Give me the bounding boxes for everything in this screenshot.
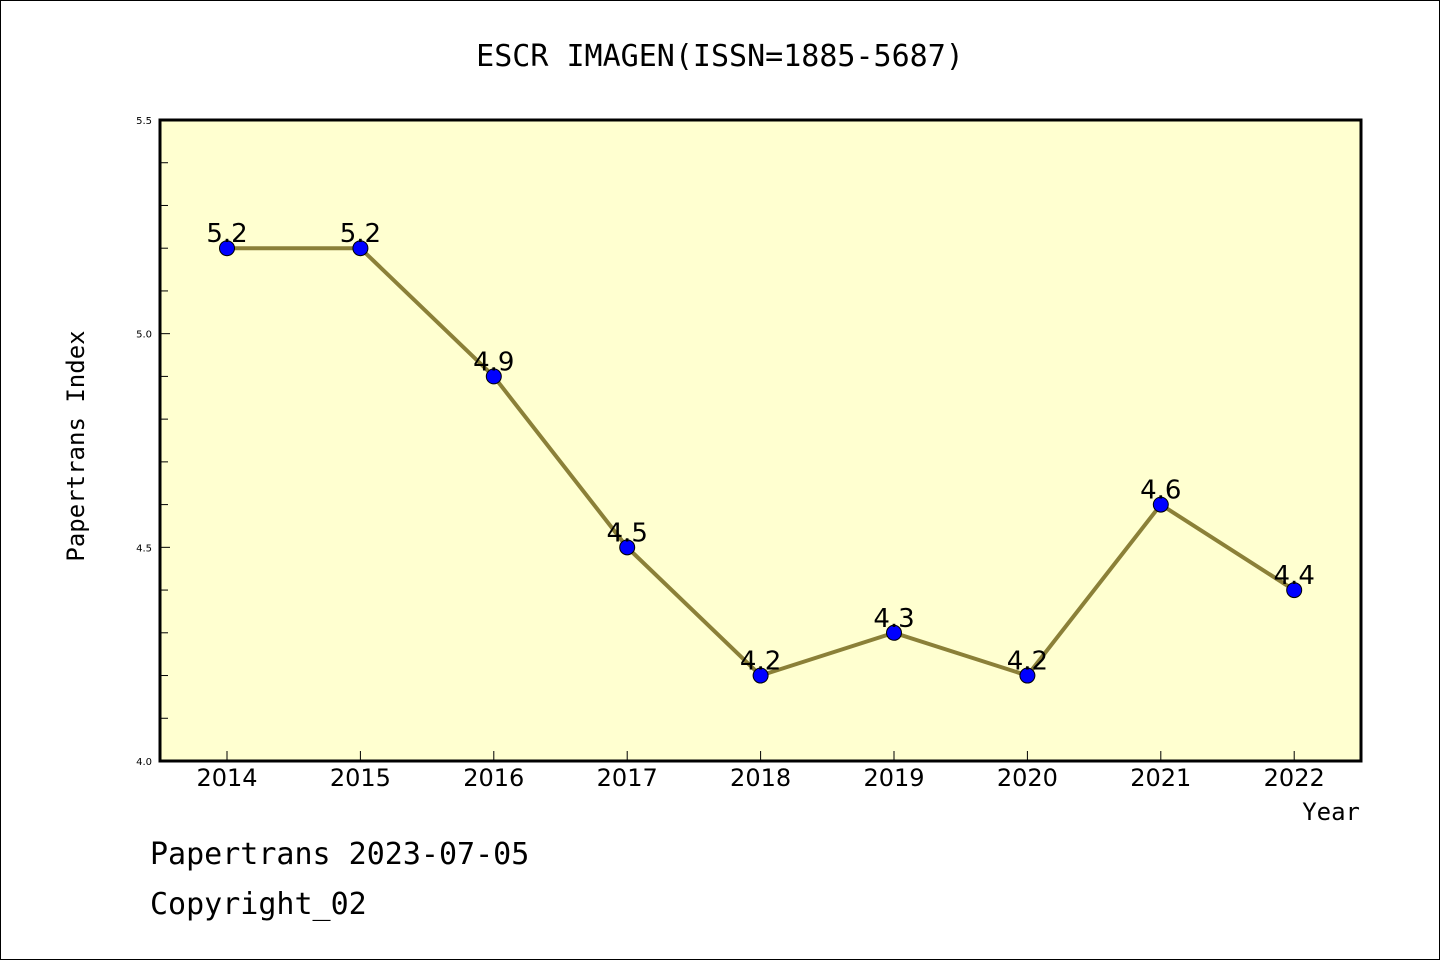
- data-label: 4.4: [1274, 561, 1315, 591]
- series-group: 5.2 5.2 4.9 4.5 4.2 4.3 4.2 4.6 4.4: [206, 219, 1315, 684]
- chart-title: ESCR IMAGEN(ISSN=1885-5687): [476, 39, 964, 74]
- x-tick-label: 2017: [597, 764, 658, 792]
- x-tick-label: 2014: [196, 764, 257, 792]
- y-axis-label: Papertrans Index: [62, 330, 90, 561]
- y-tick-label: 5.5: [136, 116, 152, 127]
- x-tick-label: 2021: [1130, 764, 1191, 792]
- x-axis: 2014 2015 2016 2017 2018 2019 2020 2021 2022: [196, 751, 1325, 792]
- y-tick-label: 4.0: [136, 757, 152, 768]
- data-label: 4.9: [473, 347, 514, 377]
- data-label: 4.2: [740, 647, 781, 677]
- data-point: [1152, 496, 1169, 513]
- y-tick-label: 5.0: [136, 330, 152, 341]
- footer-copyright: Copyright_02: [150, 887, 367, 922]
- x-tick-label: 2018: [730, 764, 791, 792]
- x-tick-label: 2022: [1264, 764, 1325, 792]
- data-label: 4.2: [1007, 647, 1048, 677]
- footer-date: Papertrans 2023-07-05: [150, 837, 529, 872]
- data-label: 5.2: [340, 219, 381, 249]
- x-axis-label: Year: [1302, 798, 1360, 826]
- x-tick-label: 2015: [330, 764, 391, 792]
- plot-area: [160, 120, 1361, 761]
- data-point: [485, 368, 502, 385]
- data-label: 4.5: [607, 518, 648, 548]
- y-tick-label: 4.5: [136, 543, 152, 554]
- x-tick-label: 2020: [997, 764, 1058, 792]
- x-tick-label: 2016: [463, 764, 524, 792]
- data-label: 4.6: [1140, 476, 1181, 506]
- data-point: [619, 539, 636, 556]
- data-point: [886, 624, 902, 641]
- data-point: [352, 240, 369, 257]
- plot-frame: [158, 118, 1363, 763]
- data-point: [1019, 667, 1036, 684]
- data-label: 5.2: [206, 219, 247, 249]
- data-label: 4.3: [873, 604, 914, 634]
- data-point: [1286, 582, 1303, 599]
- data-point: [219, 240, 235, 257]
- data-point: [752, 667, 769, 684]
- x-tick-label: 2019: [863, 764, 924, 792]
